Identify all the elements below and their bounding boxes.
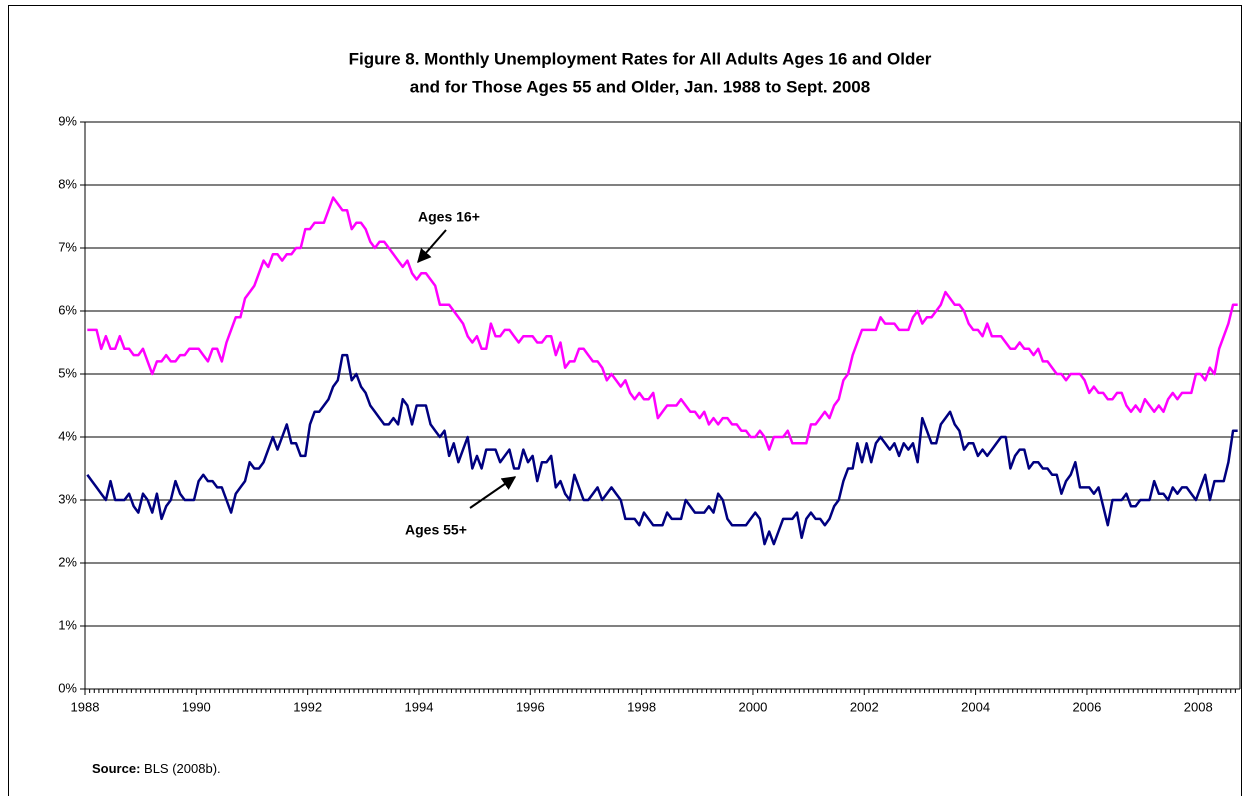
y-tick-label: 6% [58, 302, 77, 317]
x-tick-label: 2000 [738, 699, 767, 714]
y-tick-label: 1% [58, 617, 77, 632]
source: Source: BLS (2008b). [92, 761, 221, 776]
chart-title: and for Those Ages 55 and Older, Jan. 19… [410, 77, 870, 96]
source-label: Source: [92, 761, 140, 776]
x-tick-label: 1996 [516, 699, 545, 714]
y-tick-label: 4% [58, 428, 77, 443]
y-tick-label: 2% [58, 554, 77, 569]
x-tick-label: 2006 [1072, 699, 1101, 714]
x-tick-label: 2004 [961, 699, 990, 714]
x-tick-label: 2002 [850, 699, 879, 714]
chart-title: Figure 8. Monthly Unemployment Rates for… [349, 49, 932, 68]
annotation-arrow [417, 229, 447, 264]
x-tick-label: 1990 [182, 699, 211, 714]
x-tick-label: 2008 [1184, 699, 1213, 714]
y-tick-label: 5% [58, 365, 77, 380]
x-tick-label: 1992 [293, 699, 322, 714]
y-tick-label: 9% [58, 113, 77, 128]
y-tick-label: 0% [58, 680, 77, 695]
x-tick-label: 1998 [627, 699, 656, 714]
y-tick-label: 8% [58, 176, 77, 191]
y-tick-label: 3% [58, 491, 77, 506]
annotation: Ages 55+ [405, 522, 467, 538]
frame [8, 5, 1242, 796]
x-tick-label: 1994 [405, 699, 434, 714]
source-text: BLS (2008b). [144, 761, 221, 776]
annotation-arrow [469, 476, 517, 509]
series-line [86, 353, 1238, 546]
x-tick-label: 1988 [71, 699, 100, 714]
plot-area: 0% 1% 2% 3% 4% 5% 6% 7% 8% 9% 1988 1990 1992 1994 1996… [58, 113, 1241, 714]
y-tick-label: 7% [58, 239, 77, 254]
annotation: Ages 16+ [418, 209, 480, 225]
series-line [87, 196, 1238, 451]
